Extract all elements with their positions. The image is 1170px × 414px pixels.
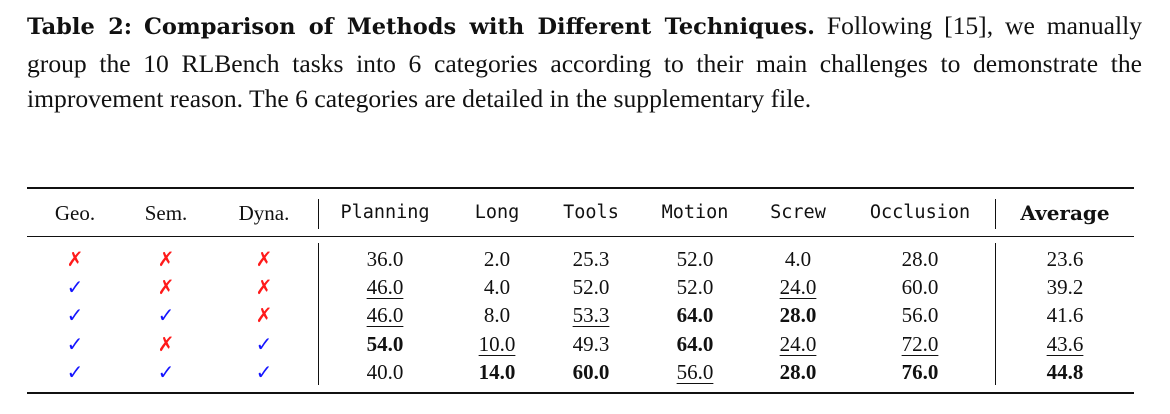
check-icon: ✓ (66, 332, 84, 356)
check-icon: ✓ (66, 303, 84, 327)
header-rule (27, 236, 1134, 237)
header-motion: Motion (661, 202, 729, 223)
table-cell: 76.0 (901, 360, 939, 384)
header-sem: Sem. (144, 201, 188, 225)
caption-label: Table 2: (27, 14, 133, 40)
caption-text: Following [15], we manually group the 10… (27, 11, 1142, 113)
table-cell: 36.0 (366, 247, 404, 271)
column-divider (318, 199, 319, 229)
table-cell-average: 39.2 (1046, 275, 1084, 299)
table-cell-average: 41.6 (1046, 303, 1084, 327)
table-cell: 64.0 (676, 303, 714, 327)
table-cell: 10.0 (478, 332, 516, 356)
table-cell: 24.0 (779, 332, 817, 356)
cross-icon: ✗ (157, 247, 175, 271)
table-caption: Table 2: Comparison of Methods with Diff… (27, 8, 1142, 117)
table-cell: 49.3 (572, 332, 610, 356)
table-cell: 28.0 (901, 247, 939, 271)
cross-icon: ✗ (255, 247, 273, 271)
table-cell-average: 44.8 (1046, 360, 1084, 384)
top-rule (27, 187, 1134, 189)
check-icon: ✓ (255, 360, 273, 384)
column-divider (995, 243, 996, 385)
table-cell: 54.0 (366, 332, 404, 356)
table-cell: 52.0 (676, 275, 714, 299)
header-dyna: Dyna. (238, 201, 290, 225)
header-planning: Planning (340, 202, 430, 223)
caption-title: Comparison of Methods with Different Tec… (143, 14, 816, 40)
header-tools: Tools (563, 202, 619, 223)
header-screw: Screw (770, 202, 826, 223)
table-cell: 53.3 (572, 303, 610, 327)
header-long: Long (474, 202, 520, 223)
table-cell: 56.0 (676, 360, 714, 384)
header-occlusion: Occlusion (869, 202, 971, 223)
header-average: Average (1020, 201, 1110, 225)
table-cell: 46.0 (366, 303, 404, 327)
table-cell: 40.0 (366, 360, 404, 384)
check-icon: ✓ (157, 303, 175, 327)
cross-icon: ✗ (255, 303, 273, 327)
table-cell: 72.0 (901, 332, 939, 356)
table-cell: 8.0 (483, 303, 511, 327)
bottom-rule (27, 392, 1134, 394)
check-icon: ✓ (66, 360, 84, 384)
table-cell-average: 43.6 (1046, 332, 1084, 356)
table-cell: 24.0 (779, 275, 817, 299)
check-icon: ✓ (66, 275, 84, 299)
table-cell: 60.0 (572, 360, 610, 384)
cross-icon: ✗ (66, 247, 84, 271)
table-cell: 25.3 (572, 247, 610, 271)
table-cell: 4.0 (483, 275, 511, 299)
table-cell-average: 23.6 (1046, 247, 1084, 271)
check-icon: ✓ (157, 360, 175, 384)
table-cell: 52.0 (676, 247, 714, 271)
column-divider (995, 199, 996, 229)
table-cell: 56.0 (901, 303, 939, 327)
table-cell: 64.0 (676, 332, 714, 356)
cross-icon: ✗ (157, 332, 175, 356)
table-cell: 46.0 (366, 275, 404, 299)
table-cell: 60.0 (901, 275, 939, 299)
cross-icon: ✗ (255, 275, 273, 299)
table-cell: 28.0 (779, 303, 817, 327)
cross-icon: ✗ (157, 275, 175, 299)
table-cell: 14.0 (478, 360, 516, 384)
header-geo: Geo. (54, 201, 96, 225)
table-cell: 28.0 (779, 360, 817, 384)
check-icon: ✓ (255, 332, 273, 356)
table-cell: 2.0 (483, 247, 511, 271)
table-cell: 52.0 (572, 275, 610, 299)
table-cell: 4.0 (784, 247, 812, 271)
column-divider (318, 243, 319, 385)
